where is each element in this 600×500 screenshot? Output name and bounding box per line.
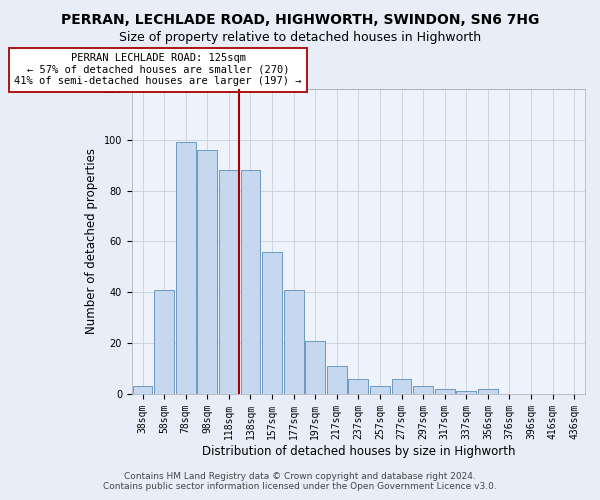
Bar <box>435 389 455 394</box>
Bar <box>133 386 152 394</box>
Bar <box>457 392 476 394</box>
Text: PERRAN LECHLADE ROAD: 125sqm
← 57% of detached houses are smaller (270)
41% of s: PERRAN LECHLADE ROAD: 125sqm ← 57% of de… <box>14 53 302 86</box>
Bar <box>478 389 498 394</box>
Bar <box>154 290 174 394</box>
Text: Size of property relative to detached houses in Highworth: Size of property relative to detached ho… <box>119 31 481 44</box>
Bar <box>392 378 412 394</box>
Bar <box>349 378 368 394</box>
Bar <box>262 252 282 394</box>
Text: PERRAN, LECHLADE ROAD, HIGHWORTH, SWINDON, SN6 7HG: PERRAN, LECHLADE ROAD, HIGHWORTH, SWINDO… <box>61 12 539 26</box>
Text: Contains HM Land Registry data © Crown copyright and database right 2024.
Contai: Contains HM Land Registry data © Crown c… <box>103 472 497 491</box>
Bar <box>413 386 433 394</box>
Bar <box>327 366 347 394</box>
Y-axis label: Number of detached properties: Number of detached properties <box>85 148 98 334</box>
Bar <box>284 290 304 394</box>
Bar <box>305 340 325 394</box>
Bar <box>197 150 217 394</box>
Bar <box>219 170 239 394</box>
Bar <box>370 386 390 394</box>
Bar <box>241 170 260 394</box>
Bar <box>176 142 196 394</box>
X-axis label: Distribution of detached houses by size in Highworth: Distribution of detached houses by size … <box>202 444 515 458</box>
